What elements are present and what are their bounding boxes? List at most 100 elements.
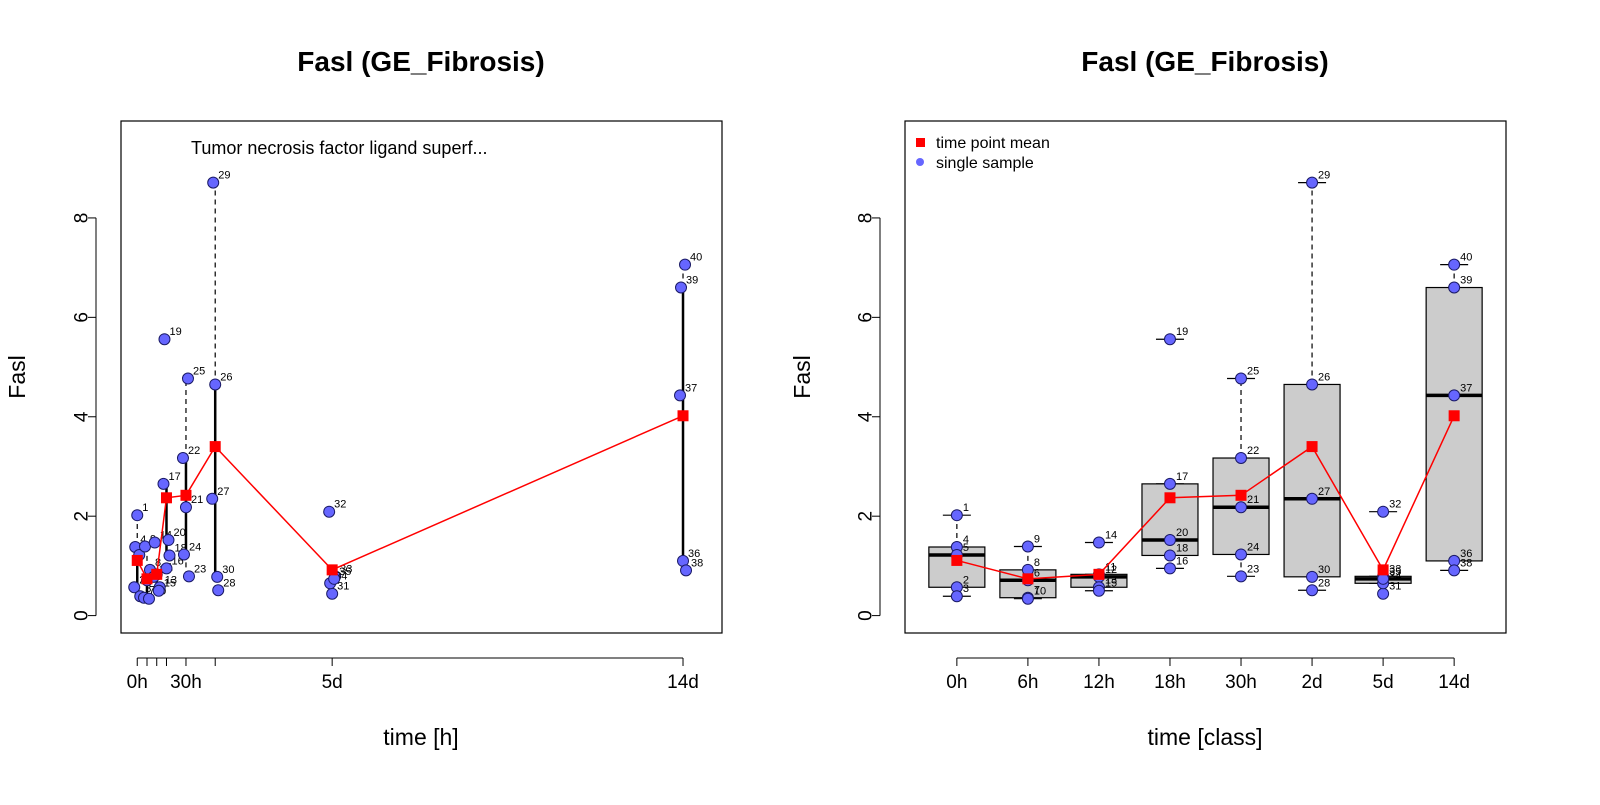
sample-label: 18 xyxy=(1176,542,1188,554)
mean-marker xyxy=(1377,564,1389,576)
sample-point xyxy=(212,584,225,597)
sample-label: 10 xyxy=(1034,586,1046,598)
sample-point xyxy=(206,492,219,505)
plot-marks: 1234567891011121314151617181920212223242… xyxy=(128,170,703,605)
sample-label: 3 xyxy=(963,583,969,595)
sample-label: 27 xyxy=(1318,486,1330,498)
sample-label: 20 xyxy=(173,527,185,539)
mean-line xyxy=(956,415,1455,580)
sample-label: 30 xyxy=(1318,564,1330,576)
sample-point xyxy=(950,590,963,603)
sample-label: 15 xyxy=(1105,578,1117,590)
y-axis: 0 2 4 6 8 xyxy=(856,213,881,621)
time-course-plot: Fasl (GE_Fibrosis) Tumor necrosis factor… xyxy=(4,46,723,750)
mean-marker xyxy=(180,489,192,501)
y-tick-label: 4 xyxy=(72,411,93,422)
mean-marker xyxy=(1235,489,1247,501)
chart-title: Fasl (GE_Fibrosis) xyxy=(297,46,544,77)
sample-label: 29 xyxy=(1318,170,1330,182)
sample-point xyxy=(160,562,173,575)
sample-label: 8 xyxy=(1034,557,1040,569)
mean-marker xyxy=(1093,568,1105,580)
sample-label: 32 xyxy=(1389,499,1401,511)
plot-frame xyxy=(904,120,1507,634)
sample-point xyxy=(207,176,220,189)
sample-point xyxy=(1377,505,1390,518)
x-axis: 0h 30h 5d 14d xyxy=(127,657,699,693)
y-tick-label: 6 xyxy=(856,312,877,323)
sample-label: 13 xyxy=(165,574,177,586)
x-tick-label: 5d xyxy=(1373,672,1394,693)
sample-label: 14 xyxy=(1105,530,1117,542)
sample-label: 19 xyxy=(169,326,181,338)
sample-label: 29 xyxy=(218,170,230,182)
x-tick-label: 6h xyxy=(1017,672,1038,693)
y-tick-label: 2 xyxy=(856,511,877,522)
sample-label: 15 xyxy=(164,578,176,590)
sample-label: 34 xyxy=(1389,570,1401,582)
sample-label: 38 xyxy=(1460,557,1472,569)
sample-point xyxy=(1448,389,1461,402)
sample-label: 35 xyxy=(339,566,351,578)
sample-point xyxy=(1448,281,1461,294)
sample-label: 36 xyxy=(688,548,700,560)
sample-point xyxy=(680,564,693,577)
sample-label: 39 xyxy=(1460,275,1472,287)
sample-point xyxy=(209,378,222,391)
mean-marker xyxy=(131,554,143,566)
sample-label: 36 xyxy=(1460,548,1472,560)
sample-label: 21 xyxy=(191,494,203,506)
sample-label: 11 xyxy=(1105,561,1116,573)
sample-label: 40 xyxy=(1460,252,1472,264)
x-tick-label: 12h xyxy=(1083,672,1115,693)
sample-point xyxy=(148,536,161,549)
x-tick-label: 14d xyxy=(1438,672,1470,693)
mean-marker xyxy=(1306,441,1318,453)
x-tick-label: 18h xyxy=(1154,672,1186,693)
sample-point xyxy=(211,570,224,583)
y-tick-label: 0 xyxy=(856,610,877,621)
sample-point xyxy=(323,505,336,518)
legend-sample-marker xyxy=(916,158,924,166)
y-axis-label: Fasl xyxy=(789,355,815,398)
sample-point xyxy=(1163,549,1176,562)
mean-marker xyxy=(160,492,172,504)
sample-label: 23 xyxy=(1247,563,1259,575)
y-axis-label: Fasl xyxy=(4,355,30,398)
sample-point xyxy=(326,587,339,600)
sample-point xyxy=(1021,592,1034,605)
sample-point xyxy=(950,509,963,522)
sample-label: 5 xyxy=(963,542,969,554)
sample-point xyxy=(158,333,171,346)
sample-label: 6 xyxy=(1034,567,1040,579)
sample-label: 37 xyxy=(685,382,697,394)
x-tick-label: 0h xyxy=(127,672,148,693)
mean-marker xyxy=(1164,492,1176,504)
y-tick-label: 0 xyxy=(72,610,93,621)
sample-label: 17 xyxy=(1176,471,1188,483)
legend: time point mean single sample xyxy=(916,135,1050,172)
sample-label: 23 xyxy=(194,563,206,575)
sample-point xyxy=(1306,584,1319,597)
sample-label: 7 xyxy=(1034,585,1040,597)
sample-label: 33 xyxy=(340,563,352,575)
sample-point xyxy=(163,549,176,562)
boxplot-by-class: Fasl (GE_Fibrosis) time [class] Fasl tim… xyxy=(789,46,1507,750)
sample-label: 31 xyxy=(337,581,349,593)
y-tick-label: 8 xyxy=(72,213,93,224)
x-axis: 0h 6h 12h 18h 30h 2d 5d 14d xyxy=(946,657,1470,693)
sample-point xyxy=(177,548,190,561)
sample-point xyxy=(1092,584,1105,597)
plot-marks: 1234567891011121314151617181920212223242… xyxy=(928,170,1483,605)
sample-label: 28 xyxy=(223,577,235,589)
sample-label: 37 xyxy=(1460,382,1472,394)
legend-mean-label: time point mean xyxy=(936,135,1050,152)
mean-marker xyxy=(326,564,338,576)
sample-label: 20 xyxy=(1176,527,1188,539)
sample-point xyxy=(1448,564,1461,577)
sample-point xyxy=(182,570,195,583)
sample-label: 1 xyxy=(142,502,148,514)
sample-point xyxy=(1235,570,1248,583)
x-axis-label: time [h] xyxy=(383,724,458,750)
